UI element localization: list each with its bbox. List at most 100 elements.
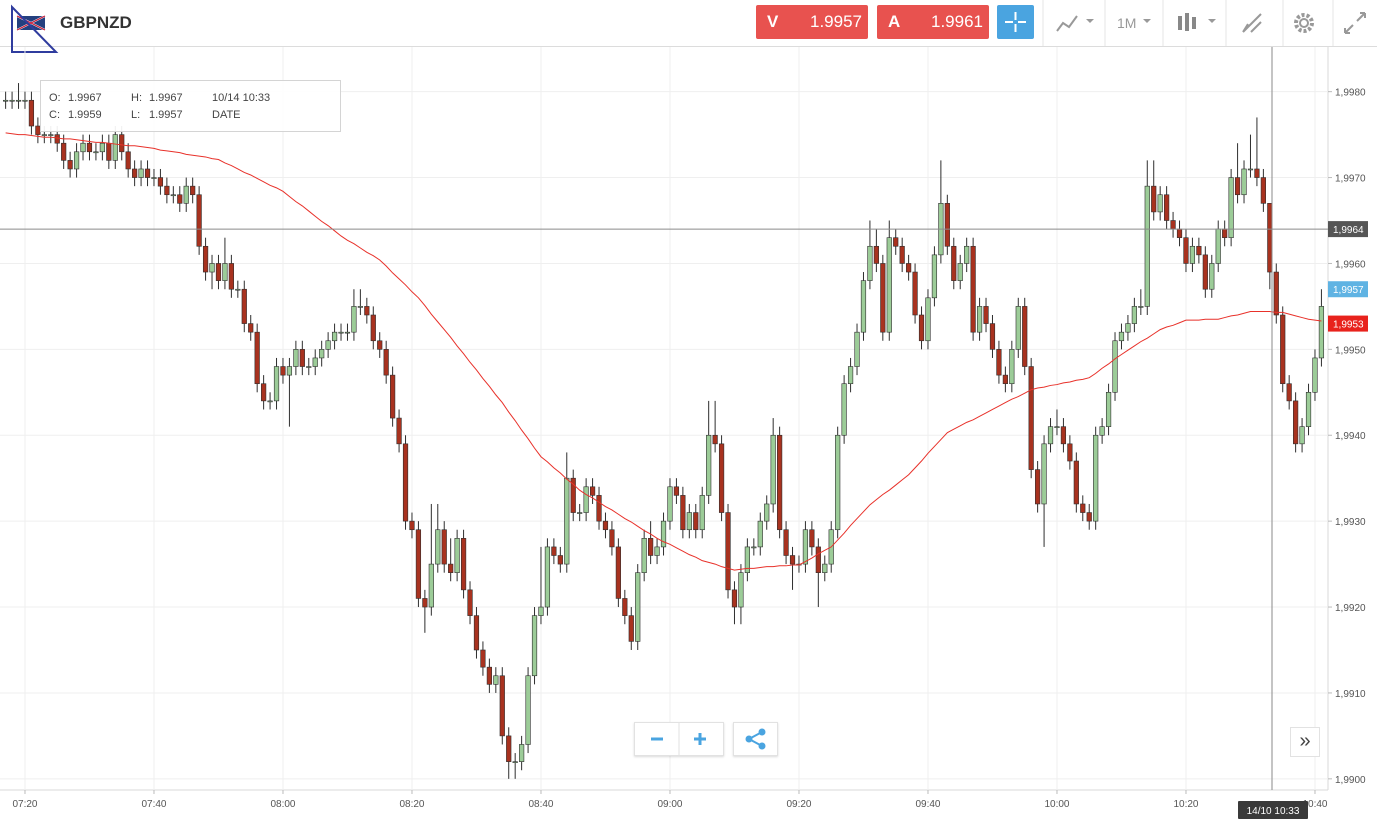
candle-body bbox=[686, 512, 692, 531]
candle-body bbox=[460, 538, 467, 591]
candle-body bbox=[170, 194, 176, 197]
candle-body bbox=[1028, 366, 1034, 470]
candle-body bbox=[119, 134, 125, 153]
zoom-icons bbox=[651, 723, 706, 755]
candle-body bbox=[654, 546, 660, 556]
candle-body bbox=[325, 340, 331, 350]
price-tag bbox=[1328, 221, 1368, 238]
candle-body bbox=[570, 477, 576, 513]
candle-body bbox=[9, 99, 15, 102]
candle-body bbox=[680, 495, 686, 531]
candle-body bbox=[422, 598, 428, 608]
candle-body bbox=[41, 134, 47, 136]
candle-body bbox=[157, 177, 164, 187]
candle-body bbox=[1047, 426, 1054, 445]
y-tick-label: 1,9910 bbox=[1335, 689, 1366, 700]
settings-icon[interactable] bbox=[1294, 13, 1314, 33]
candle-body bbox=[1105, 392, 1112, 427]
candle-body bbox=[196, 194, 202, 247]
candle-body bbox=[228, 263, 234, 290]
timeframe[interactable]: 1M bbox=[1117, 15, 1137, 31]
candle-body bbox=[867, 245, 873, 281]
candle-body bbox=[635, 572, 641, 642]
sell-button[interactable]: V 1.9957 bbox=[756, 5, 868, 39]
candle-body bbox=[80, 142, 86, 153]
chart-type-icon[interactable] bbox=[1178, 13, 1216, 31]
candle-body bbox=[402, 443, 409, 522]
x-tick-label: 07:20 bbox=[12, 799, 37, 810]
zoom-in[interactable] bbox=[694, 733, 706, 745]
indicator-icon[interactable] bbox=[1056, 15, 1094, 32]
candle-body bbox=[1228, 177, 1234, 238]
candle-body bbox=[86, 142, 93, 153]
candle-body bbox=[925, 297, 931, 342]
candle-body bbox=[454, 538, 460, 573]
candle-body bbox=[493, 675, 499, 685]
candle-body bbox=[1099, 426, 1105, 436]
candle-body bbox=[235, 288, 241, 291]
candle-body bbox=[409, 520, 415, 531]
draw-icon[interactable] bbox=[1242, 13, 1262, 33]
candle-body bbox=[809, 529, 815, 548]
candle-body bbox=[1138, 306, 1144, 308]
candle-body bbox=[486, 666, 492, 685]
candle-body bbox=[151, 177, 157, 179]
ohlc-tooltip: O: 1.9967 H: 1.9967 10/14 10:33 C: 1.995… bbox=[40, 80, 341, 132]
candle-body bbox=[48, 134, 54, 136]
candle-body bbox=[802, 529, 809, 565]
timeframe-caret[interactable] bbox=[1143, 19, 1151, 23]
candle-body bbox=[1080, 503, 1086, 513]
candle-body bbox=[1176, 228, 1183, 238]
candle-body bbox=[648, 538, 654, 556]
candle-body bbox=[1067, 443, 1073, 462]
candle-body bbox=[1305, 392, 1312, 427]
candle-body bbox=[622, 598, 628, 616]
candle-body bbox=[1222, 228, 1228, 238]
candle-body bbox=[215, 263, 222, 281]
flag-cross-red bbox=[16, 15, 46, 31]
candle-body bbox=[338, 331, 344, 334]
candle-body bbox=[641, 538, 647, 573]
crosshair-button[interactable] bbox=[997, 5, 1034, 39]
candle-body bbox=[67, 160, 73, 170]
x-tick-label: 07:40 bbox=[141, 799, 166, 810]
candle-body bbox=[1318, 306, 1325, 359]
candle-body bbox=[886, 237, 892, 333]
candle-body bbox=[577, 512, 583, 514]
candle-body bbox=[976, 306, 983, 333]
candle-body bbox=[267, 400, 273, 403]
candle-body bbox=[996, 349, 1002, 376]
candle-body bbox=[1267, 203, 1273, 273]
x-tick-label: 09:20 bbox=[786, 799, 811, 810]
fullscreen-icon[interactable] bbox=[1344, 12, 1366, 34]
y-tick-label: 1,9960 bbox=[1335, 259, 1366, 270]
candle-body bbox=[1189, 245, 1196, 264]
close-value: 1.9959 bbox=[68, 109, 102, 121]
candle-body bbox=[602, 520, 609, 531]
y-tick-label: 1,9950 bbox=[1335, 345, 1366, 356]
candle-body bbox=[918, 314, 925, 342]
candle-body bbox=[912, 271, 918, 316]
candle-body bbox=[609, 529, 615, 548]
candle-body bbox=[525, 675, 531, 745]
share-button[interactable] bbox=[733, 722, 778, 756]
buy-price: 1.9961 bbox=[931, 12, 983, 31]
candle-body bbox=[1260, 177, 1266, 204]
candle-body bbox=[164, 185, 170, 196]
candle-body bbox=[106, 142, 112, 161]
candle-body bbox=[248, 323, 254, 333]
candle-body bbox=[718, 443, 725, 513]
candle-body bbox=[1144, 185, 1150, 307]
candle-body bbox=[1022, 306, 1028, 367]
candle-body bbox=[1060, 426, 1067, 445]
candle-body bbox=[467, 589, 473, 616]
candle-body bbox=[99, 142, 105, 153]
candle-body bbox=[280, 366, 286, 376]
candle-body bbox=[557, 555, 563, 565]
candle-body bbox=[512, 761, 518, 763]
x-tick-label: 09:40 bbox=[915, 799, 940, 810]
scroll-end-button[interactable]: » bbox=[1290, 727, 1320, 757]
buy-button[interactable]: A 1.9961 bbox=[877, 5, 989, 39]
candle-body bbox=[3, 99, 9, 102]
